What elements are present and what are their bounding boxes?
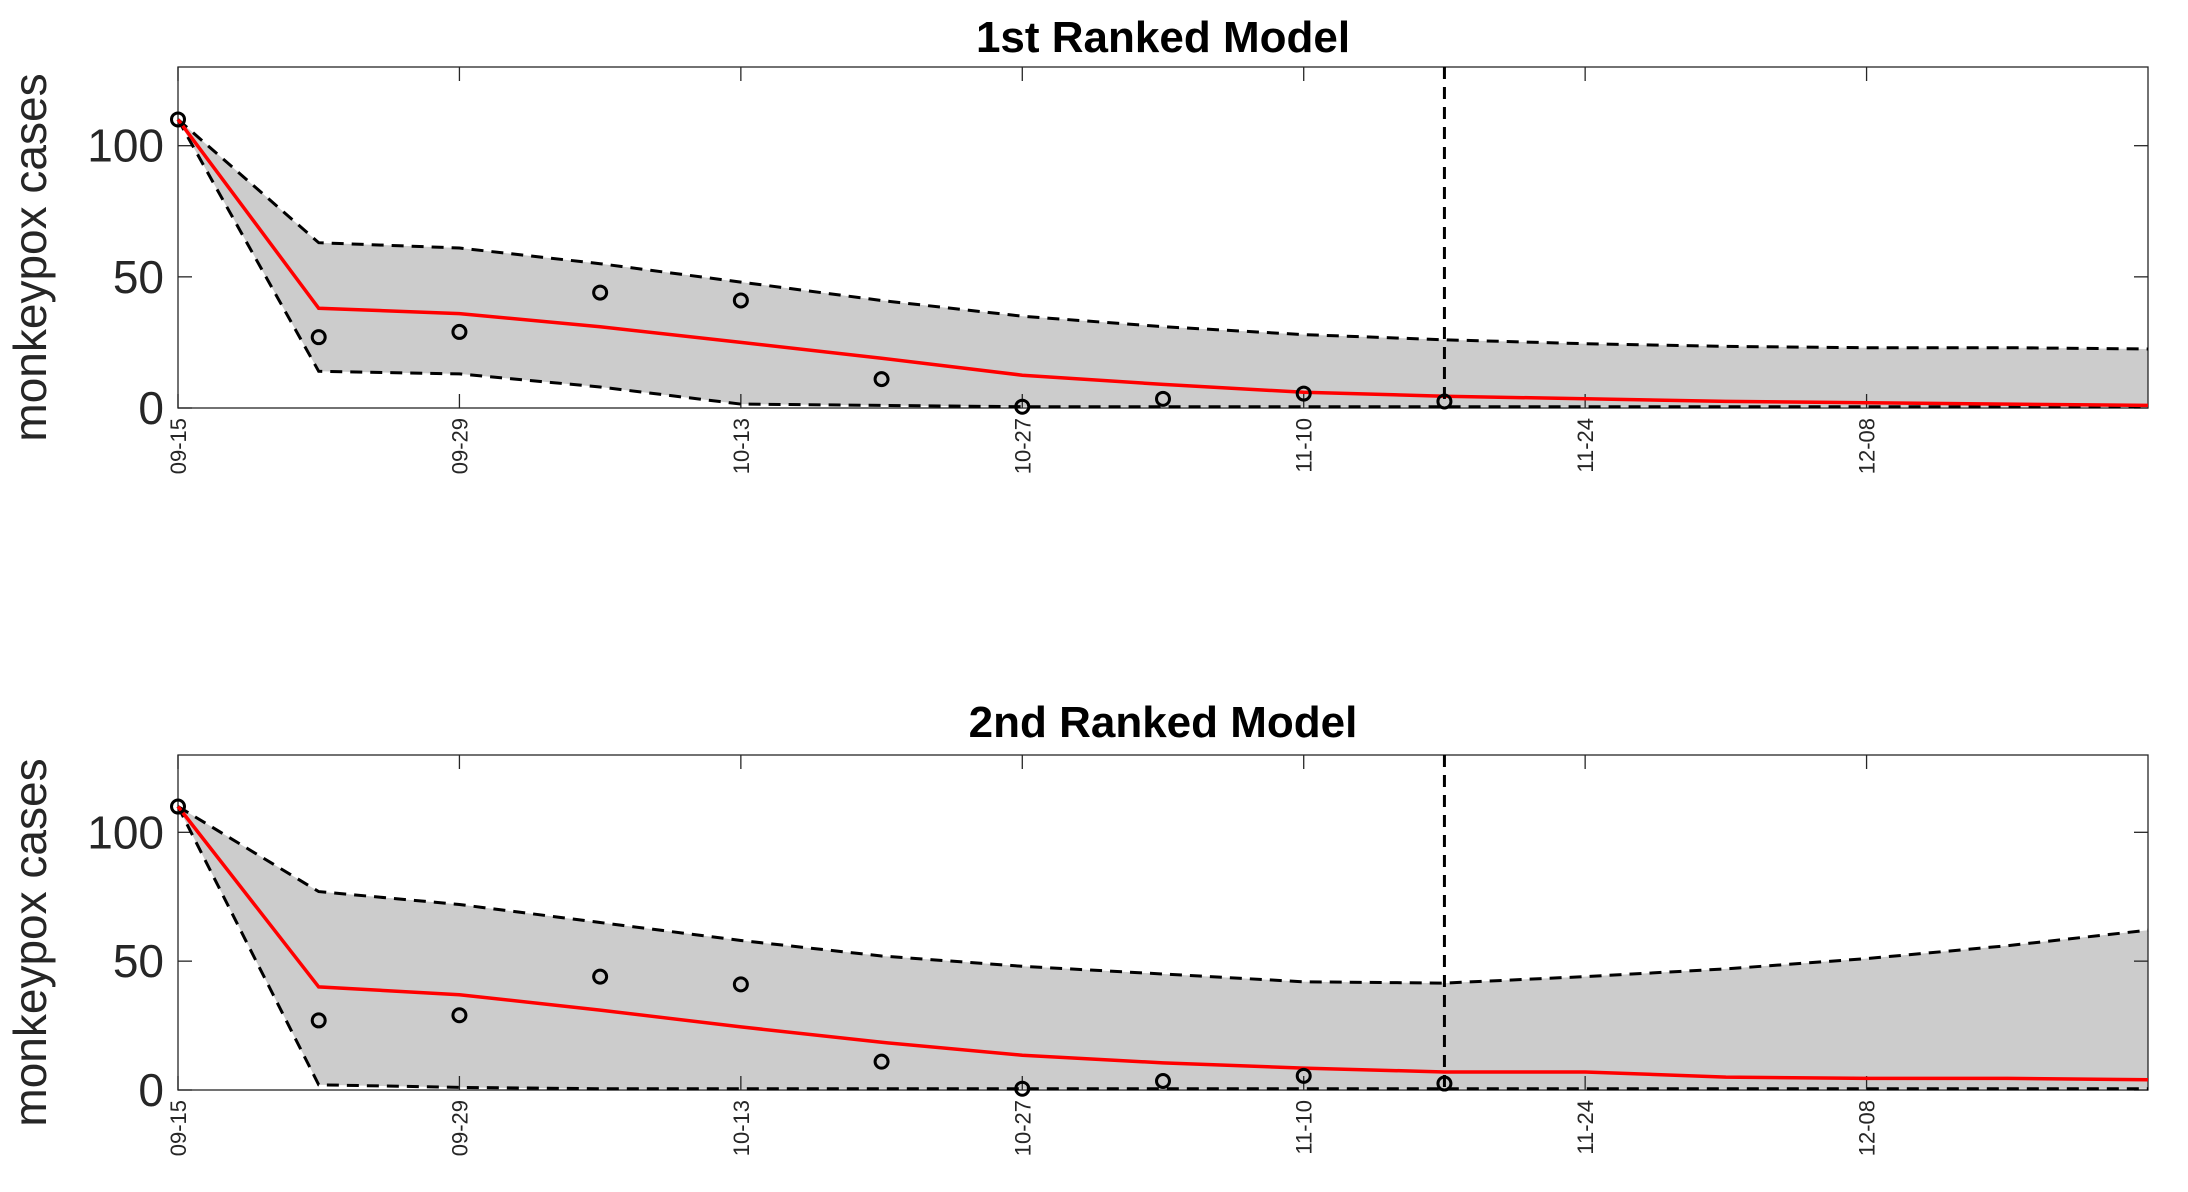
chart-panel-1: 09-15 09-29 10-13 10-27 11-10 11-24 12-08 0 50 10… [4,13,2149,474]
y-axis-label: monkeypox cases [4,73,56,441]
uncertainty-band [178,119,2148,407]
x-tick-label: 11-10 [1292,418,1317,473]
observed-point [451,323,468,340]
chart-title: 1st Ranked Model [976,13,1350,62]
observed-point [310,329,327,346]
y-tick-label: 100 [87,806,164,858]
x-tick-label: 09-15 [166,418,191,474]
lower-bound-line [176,118,2148,409]
y-tick-label: 50 [113,251,164,303]
x-tick-label: 11-24 [1573,418,1598,473]
chart-title: 2nd Ranked Model [969,698,1358,747]
plot-area-box [177,66,2149,409]
observed-point [873,1053,890,1070]
fit-line [176,118,2149,408]
observed-point [451,1007,468,1024]
y-tick-label: 0 [138,1064,164,1116]
observed-point [1155,390,1171,407]
x-tick-label: 09-29 [447,1100,472,1156]
observed-point [592,968,609,985]
x-tick-label: 10-27 [1010,418,1035,474]
observed-point [1295,1067,1312,1084]
x-tick-label: 11-24 [1573,1100,1598,1155]
y-tick-label: 0 [138,382,164,434]
y-axis-label: monkeypox cases [4,758,56,1126]
x-tick-label: 12-08 [1855,1100,1880,1156]
y-tick-label: 50 [113,935,164,987]
uncertainty-band [178,806,2148,1089]
plot-area-box [177,754,2149,1091]
x-tick-label: 10-13 [729,1100,754,1156]
chart-panel-2: 09-15 09-29 10-13 10-27 11-10 11-24 12-08 0 50 10… [4,698,2149,1156]
observed-point [1436,1075,1453,1092]
x-tick-label: 09-29 [447,418,472,474]
x-tick-label: 09-15 [166,1100,191,1156]
observed-point [1014,1080,1031,1097]
y-tick-label: 100 [87,120,164,172]
observed-point [1436,393,1453,410]
observed-point [1295,385,1312,402]
observed-point [732,292,749,309]
observed-point [1014,398,1031,415]
observed-point [873,371,890,388]
observed-point [310,1012,327,1029]
x-tick-label: 10-13 [729,418,754,474]
observed-point [170,798,186,815]
observed-point [732,976,749,993]
x-tick-label: 12-08 [1855,418,1880,474]
fit-line [176,805,2149,1082]
observed-point [592,284,609,301]
observed-point [1155,1072,1171,1089]
upper-bound-line [177,805,2149,985]
x-tick-label: 10-27 [1010,1100,1035,1156]
x-tick-label: 11-10 [1292,1100,1317,1155]
observed-point [170,111,186,128]
